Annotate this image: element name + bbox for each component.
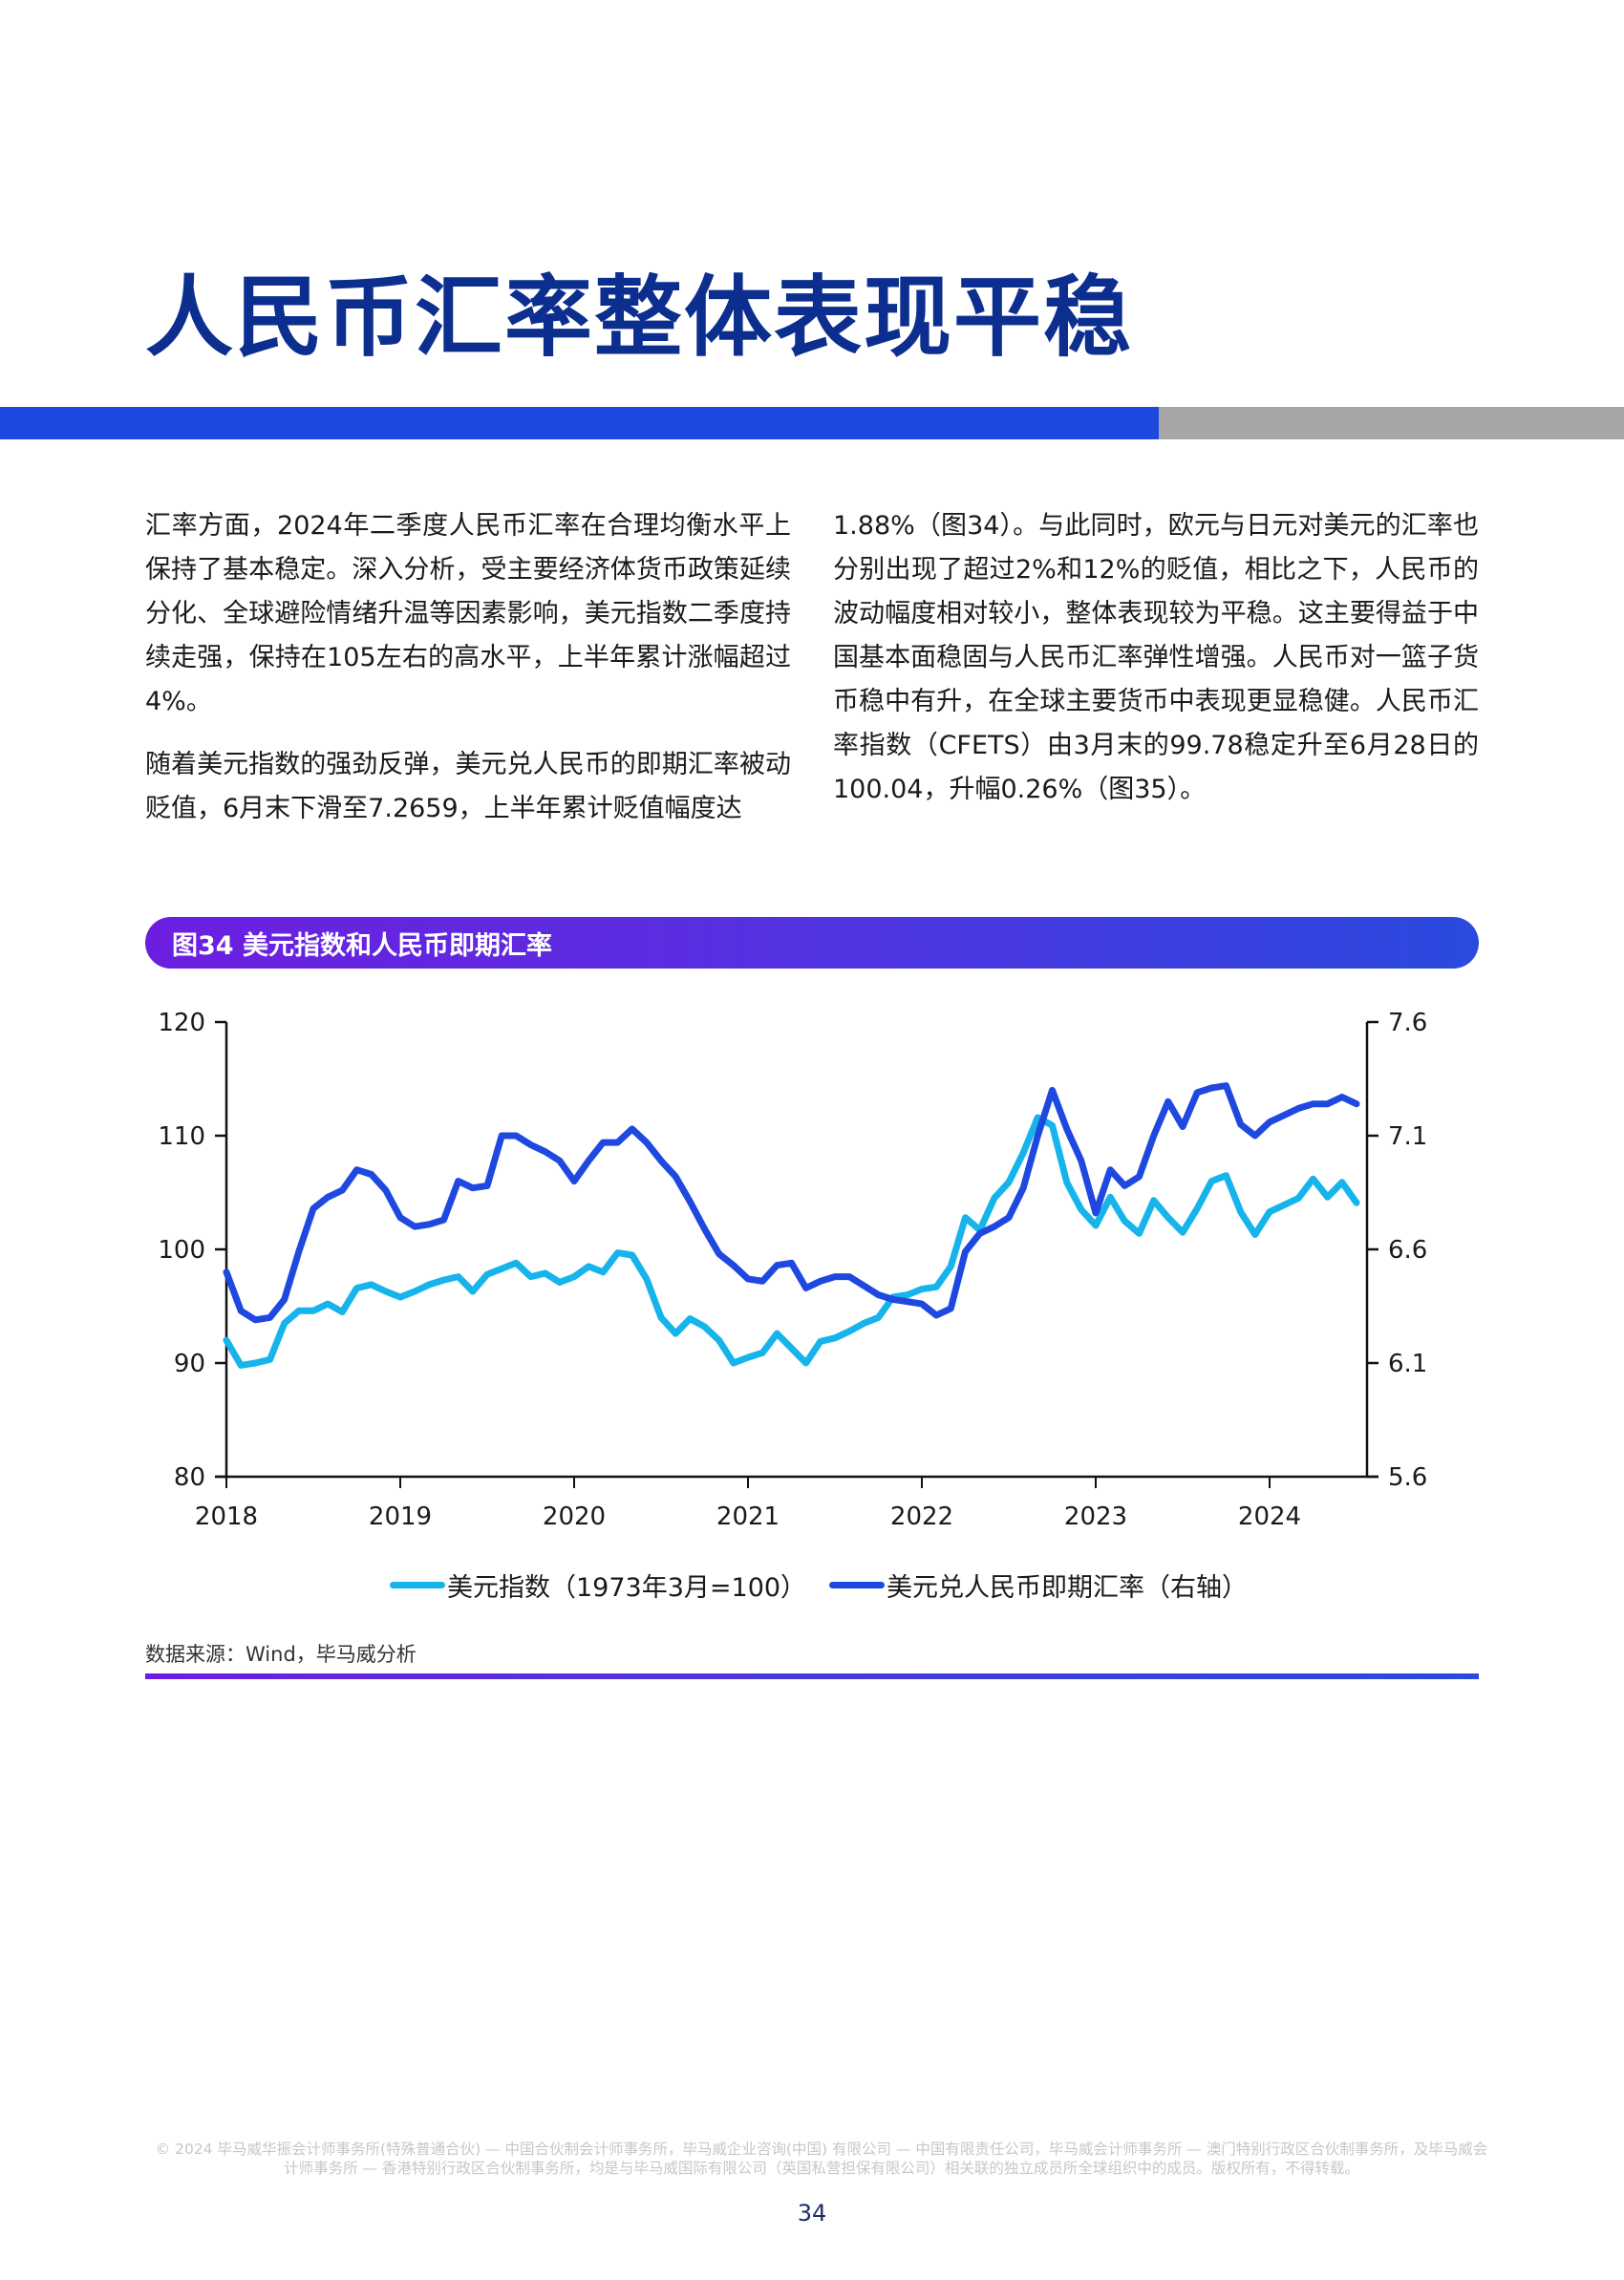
x-tick-label: 2020: [543, 1502, 606, 1531]
x-tick-label: 2018: [195, 1502, 258, 1531]
right-y-tick-label: 7.6: [1388, 1009, 1427, 1037]
left-y-tick-label: 80: [174, 1463, 205, 1492]
usdcny-line: [223, 1082, 1360, 1324]
text-column-left: 汇率方面，2024年二季度人民币汇率在合理均衡水平上保持了基本稳定。深入分析，受…: [145, 504, 791, 850]
legend-swatch-usd-index: [390, 1582, 445, 1588]
x-tick-label: 2023: [1064, 1502, 1127, 1531]
left-y-tick-label: 110: [158, 1122, 205, 1151]
usd-index-line: [223, 1114, 1360, 1369]
paragraph: 汇率方面，2024年二季度人民币汇率在合理均衡水平上保持了基本稳定。深入分析，受…: [145, 511, 791, 716]
x-tick-label: 2024: [1238, 1502, 1301, 1531]
right-y-tick-label: 7.1: [1388, 1122, 1427, 1151]
title-divider: [0, 407, 1624, 439]
line-chart: 120 110 100 90 80 7.6 7.1 6.6 6.1 5.6 2018 2019 2020…: [134, 993, 1490, 1566]
figure-title: 图34 美元指数和人民币即期汇率: [172, 930, 552, 961]
chart-canvas: 120 110 100 90 80 7.6 7.1 6.6 6.1 5.6 2018 2019 2020…: [158, 1009, 1427, 1531]
right-y-tick-label: 6.1: [1388, 1350, 1427, 1378]
left-y-tick-label: 90: [174, 1350, 205, 1378]
x-tick-label: 2021: [716, 1502, 780, 1531]
page-title: 人民币汇率整体表现平稳: [145, 266, 1134, 369]
legend-item-usd-index: 美元指数（1973年3月=100）: [390, 1566, 806, 1604]
legend-item-usdcny: 美元兑人民币即期汇率（右轴）: [829, 1566, 1248, 1604]
left-y-tick-label: 120: [158, 1009, 205, 1037]
copyright-footer: © 2024 毕马威华振会计师事务所(特殊普通合伙) — 中国合伙制会计师事务所…: [155, 2141, 1488, 2177]
legend-label: 美元兑人民币即期汇率（右轴）: [887, 1573, 1248, 1603]
source-divider: [145, 1673, 1479, 1679]
divider-gray-segment: [1159, 407, 1624, 439]
right-y-tick-label: 6.6: [1388, 1236, 1427, 1265]
paragraph: 1.88%（图34）。与此同时，欧元与日元对美元的汇率也分别出现了超过2%和12…: [833, 511, 1479, 804]
text-column-right: 1.88%（图34）。与此同时，欧元与日元对美元的汇率也分别出现了超过2%和12…: [833, 504, 1479, 831]
page-number: 34: [797, 2200, 827, 2227]
left-y-tick-label: 100: [158, 1236, 205, 1265]
x-tick-label: 2019: [369, 1502, 432, 1531]
right-y-tick-label: 5.6: [1388, 1463, 1427, 1492]
paragraph: 随着美元指数的强劲反弹，美元兑人民币的即期汇率被动贬值，6月末下滑至7.2659…: [145, 750, 791, 823]
data-source: 数据来源：Wind，毕马威分析: [145, 1643, 417, 1666]
x-tick-label: 2022: [890, 1502, 953, 1531]
legend-label: 美元指数（1973年3月=100）: [447, 1573, 807, 1603]
legend-swatch-usdcny: [829, 1582, 885, 1588]
chart-legend: 美元指数（1973年3月=100） 美元兑人民币即期汇率（右轴）: [0, 1566, 1624, 1605]
figure-title-banner: 图34 美元指数和人民币即期汇率: [145, 917, 1479, 969]
divider-blue-segment: [0, 407, 1159, 439]
